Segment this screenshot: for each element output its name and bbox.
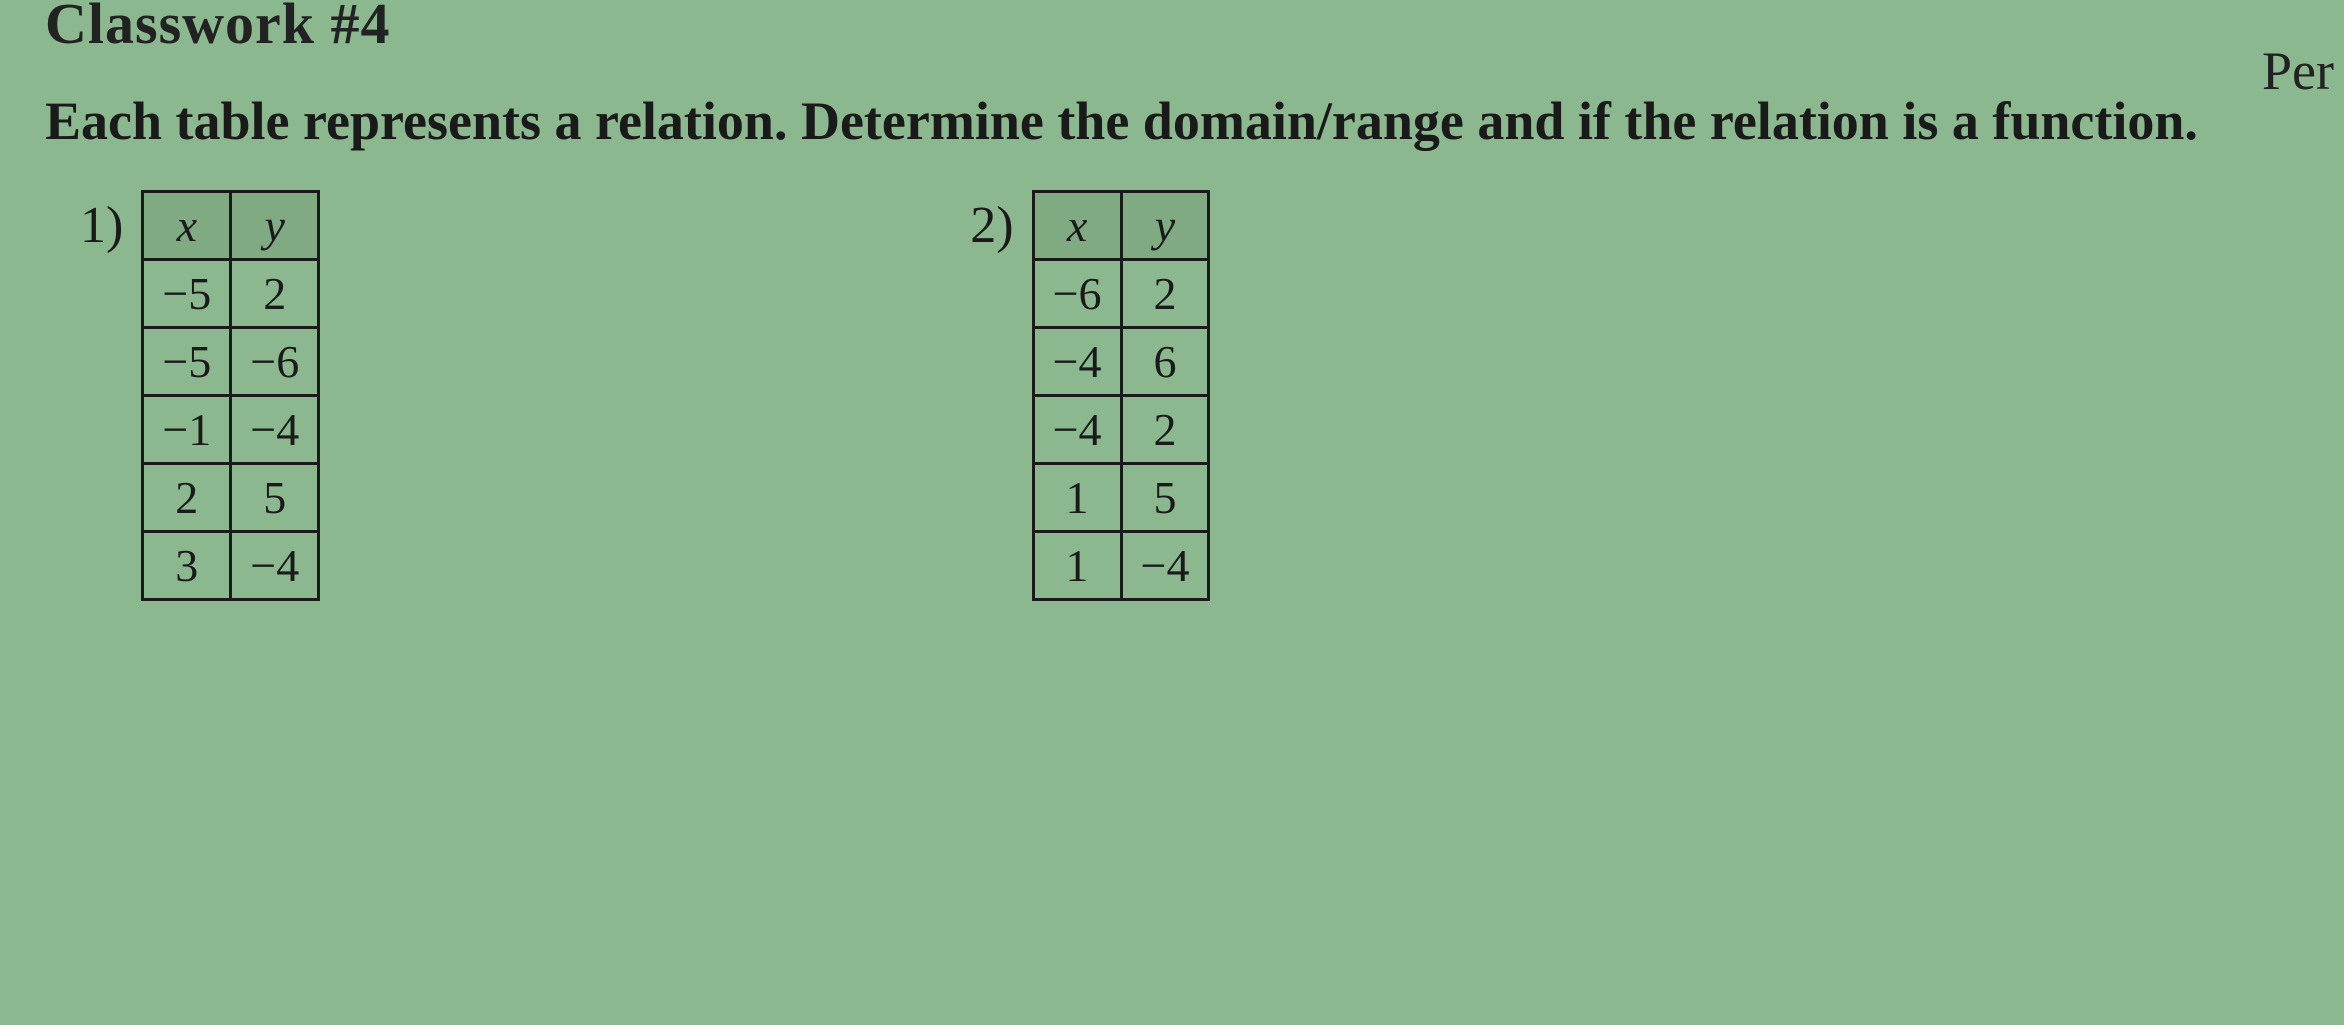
col-header-y: y <box>1121 192 1209 260</box>
relation-table-1: x y −5 2 −5 −6 −1 −4 2 5 <box>141 190 320 601</box>
cell-y: 5 <box>1121 464 1209 532</box>
problem-number: 2) <box>970 196 1013 255</box>
problems-row: 1) x y −5 2 −5 −6 −1 −4 <box>80 190 2264 601</box>
cell-x: 3 <box>143 532 231 600</box>
table-row: 1 5 <box>1033 464 1209 532</box>
cell-y: −6 <box>231 328 319 396</box>
table-header-row: x y <box>1033 192 1209 260</box>
problem-1: 1) x y −5 2 −5 −6 −1 −4 <box>80 190 320 601</box>
col-header-y: y <box>231 192 319 260</box>
cell-y: 2 <box>1121 396 1209 464</box>
cell-x: −5 <box>143 260 231 328</box>
table-row: 1 −4 <box>1033 532 1209 600</box>
col-header-x: x <box>143 192 231 260</box>
table-header-row: x y <box>143 192 319 260</box>
cell-x: −1 <box>143 396 231 464</box>
relation-table-2: x y −6 2 −4 6 −4 2 1 5 <box>1032 190 1211 601</box>
col-header-x: x <box>1033 192 1121 260</box>
cell-y: 5 <box>231 464 319 532</box>
cell-y: 6 <box>1121 328 1209 396</box>
worksheet-title: Classwork #4 <box>45 0 391 57</box>
cell-x: 1 <box>1033 532 1121 600</box>
cell-y: −4 <box>231 396 319 464</box>
cell-x: −6 <box>1033 260 1121 328</box>
table-row: −1 −4 <box>143 396 319 464</box>
cell-x: −4 <box>1033 328 1121 396</box>
cell-x: −4 <box>1033 396 1121 464</box>
problem-2: 2) x y −6 2 −4 6 −4 2 <box>970 190 1210 601</box>
table-row: −5 −6 <box>143 328 319 396</box>
table-row: −4 6 <box>1033 328 1209 396</box>
cell-y: 2 <box>1121 260 1209 328</box>
table-row: −5 2 <box>143 260 319 328</box>
cell-x: 1 <box>1033 464 1121 532</box>
instruction-text: Each table represents a relation. Determ… <box>45 90 2324 152</box>
worksheet-page: Classwork #4 Per Each table represents a… <box>0 0 2344 1025</box>
table-row: −6 2 <box>1033 260 1209 328</box>
cell-x: 2 <box>143 464 231 532</box>
problem-number: 1) <box>80 196 123 255</box>
cell-y: 2 <box>231 260 319 328</box>
table-row: 2 5 <box>143 464 319 532</box>
cell-x: −5 <box>143 328 231 396</box>
table-row: 3 −4 <box>143 532 319 600</box>
cell-y: −4 <box>231 532 319 600</box>
cell-y: −4 <box>1121 532 1209 600</box>
table-row: −4 2 <box>1033 396 1209 464</box>
